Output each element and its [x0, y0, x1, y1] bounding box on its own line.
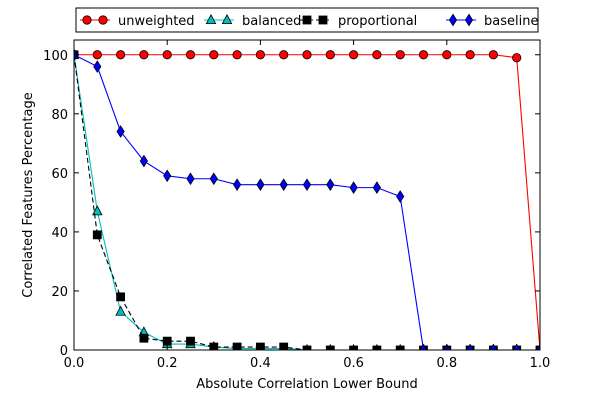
series-line-baseline [74, 54, 540, 350]
y-tick-label-0: 0 [60, 344, 68, 359]
data-point-baseline-7 [233, 178, 242, 192]
legend-marker-left-unweighted [82, 15, 92, 25]
data-point-baseline-20 [535, 343, 540, 350]
data-point-unweighted-9 [279, 50, 289, 60]
legend-item-balanced: balanced [204, 13, 301, 29]
data-point-proportional-3 [139, 333, 149, 343]
data-point-baseline-6 [209, 172, 218, 186]
data-point-unweighted-16 [442, 50, 452, 60]
data-point-unweighted-18 [488, 50, 498, 60]
data-point-unweighted-14 [395, 50, 405, 60]
data-point-baseline-17 [466, 343, 475, 350]
axes: 0.0 0.2 0.4 0.6 0.8 1.0 0 20 40 60 80 100 [43, 39, 551, 371]
legend-label-proportional: proportional [338, 14, 417, 29]
x-tick-label-4: 0.8 [436, 356, 457, 371]
legend-marker-baseline [464, 13, 474, 27]
x-tick-label-2: 0.4 [250, 356, 271, 371]
data-point-baseline-8 [256, 178, 265, 192]
data-point-baseline-3 [139, 154, 148, 168]
data-point-baseline-11 [326, 178, 335, 192]
data-point-proportional-4 [162, 336, 172, 346]
legend-label-unweighted: unweighted [118, 14, 195, 29]
data-point-proportional-2 [116, 292, 125, 302]
data-point-unweighted-17 [465, 50, 475, 60]
data-point-baseline-9 [279, 178, 288, 192]
y-tick-label-5: 100 [43, 49, 68, 64]
data-point-unweighted-4 [162, 50, 172, 60]
legend-label-balanced: balanced [242, 14, 301, 29]
data-point-baseline-10 [302, 178, 312, 192]
data-point-unweighted-5 [185, 50, 196, 60]
x-tick-label-1: 0.2 [157, 356, 178, 371]
data-point-baseline-13 [372, 181, 381, 194]
legend-item-unweighted: unweighted [80, 14, 195, 29]
series-balanced [74, 48, 540, 350]
plot-frame [73, 39, 541, 351]
series-line-unweighted [74, 54, 540, 350]
y-axis-label: Correlated Features Percentage [21, 92, 36, 297]
data-point-proportional-1 [92, 230, 102, 240]
x-axis-label: Absolute Correlation Lower Bound [196, 377, 417, 392]
data-point-baseline-5 [186, 172, 195, 186]
legend-marker-left-balanced [205, 13, 217, 25]
legend-label-baseline: baseline [484, 14, 538, 29]
data-point-baseline-15 [419, 343, 428, 350]
data-point-unweighted-11 [325, 50, 335, 60]
data-point-baseline-14 [396, 190, 405, 203]
data-point-unweighted-12 [348, 50, 359, 60]
y-tick-label-3: 60 [51, 167, 68, 182]
data-point-unweighted-8 [255, 50, 265, 60]
y-tick-label-4: 80 [51, 108, 68, 123]
data-point-proportional-7 [232, 342, 242, 350]
data-point-unweighted-15 [418, 50, 429, 60]
series-line-balanced [74, 54, 540, 350]
data-point-proportional-10 [302, 345, 312, 350]
data-point-unweighted-6 [209, 50, 219, 60]
data-point-baseline-2 [116, 125, 125, 138]
legend-marker-proportional [318, 15, 328, 25]
y-tick-label-1: 20 [51, 285, 68, 300]
data-point-unweighted-3 [139, 50, 149, 60]
legend-item-baseline: baseline [446, 13, 538, 29]
data-point-proportional-5 [186, 336, 195, 346]
series-line-proportional [74, 54, 540, 350]
data-point-unweighted-13 [372, 50, 382, 60]
data-point-baseline-18 [489, 343, 498, 350]
data-point-baseline-19 [512, 343, 521, 350]
data-point-proportional-6 [209, 342, 219, 350]
data-point-proportional-11 [325, 345, 335, 350]
x-tick-label-0: 0.0 [64, 356, 85, 371]
data-point-baseline-12 [349, 181, 358, 194]
series-unweighted [74, 50, 540, 350]
x-tick-label-3: 0.6 [343, 356, 364, 371]
data-point-unweighted-10 [302, 50, 312, 60]
data-point-proportional-13 [372, 345, 382, 350]
data-point-unweighted-7 [232, 50, 242, 60]
series-proportional [74, 50, 540, 350]
x-tick-label-5: 1.0 [530, 356, 551, 371]
legend-marker-unweighted [98, 15, 108, 25]
data-point-unweighted-19 [512, 53, 522, 63]
legend-marker-left-baseline [448, 13, 458, 27]
data-point-unweighted-2 [116, 50, 126, 60]
series-baseline [74, 48, 540, 350]
legend-marker-balanced [221, 13, 233, 25]
data-point-proportional-9 [279, 342, 289, 350]
data-point-proportional-14 [395, 345, 405, 350]
legend: unweighted balanced proportional baseline [75, 7, 539, 33]
data-point-baseline-1 [93, 60, 102, 73]
data-point-baseline-4 [163, 169, 172, 183]
legend-item-proportional: proportional [300, 14, 417, 29]
plot-area [74, 48, 540, 350]
data-point-balanced-2 [115, 305, 126, 316]
data-point-unweighted-1 [92, 50, 102, 60]
y-tick-label-2: 40 [51, 226, 68, 241]
data-point-balanced-1 [92, 205, 103, 216]
legend-marker-left-proportional [302, 15, 312, 25]
